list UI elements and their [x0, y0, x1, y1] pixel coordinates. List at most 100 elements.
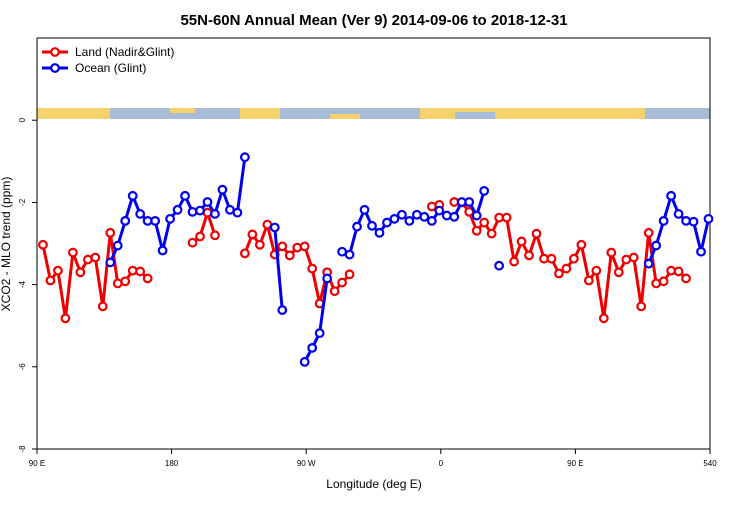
marker: [486, 228, 497, 239]
marker: [269, 222, 280, 233]
marker: [195, 205, 205, 216]
marker: [292, 242, 303, 253]
marker: [643, 258, 654, 269]
y-tick-label: -4: [18, 280, 27, 288]
legend-label: Land (Nadir&Glint): [75, 45, 174, 59]
marker: [471, 225, 482, 236]
marker: [135, 266, 146, 277]
marker: [419, 211, 430, 222]
marker: [97, 301, 108, 312]
marker: [628, 252, 639, 263]
legend-label: Ocean (Glint): [75, 61, 146, 75]
marker: [524, 250, 534, 261]
marker: [673, 266, 684, 277]
map-strip: [37, 108, 710, 119]
marker: [374, 227, 385, 238]
land-band: [170, 108, 195, 113]
marker: [307, 263, 318, 274]
marker: [135, 209, 146, 219]
marker: [150, 215, 161, 226]
marker: [307, 342, 318, 353]
ocean-band: [110, 108, 240, 119]
marker: [75, 267, 86, 278]
marker: [142, 273, 153, 284]
x-tick-label: 90 E: [29, 459, 45, 468]
marker: [299, 356, 310, 367]
marker: [329, 286, 340, 297]
y-tick-label: -6: [18, 363, 27, 371]
plot-frame: [36, 37, 711, 450]
marker: [322, 273, 333, 284]
marker: [591, 265, 602, 276]
marker: [38, 239, 48, 250]
marker: [546, 253, 557, 264]
y-tick-label: 0: [18, 117, 27, 122]
chart-title: 55N-60N Annual Mean (Ver 9) 2014-09-06 t…: [180, 12, 567, 29]
line: [273, 227, 284, 311]
marker: [254, 239, 265, 250]
marker: [90, 252, 101, 263]
ocean-band: [645, 108, 710, 119]
marker: [180, 190, 190, 201]
line: [303, 278, 329, 363]
marker: [509, 256, 519, 267]
marker: [696, 246, 706, 257]
marker: [441, 210, 452, 221]
marker: [681, 273, 691, 284]
marker: [247, 229, 258, 240]
marker: [45, 275, 56, 286]
y-tick-label: -8: [18, 445, 27, 453]
marker: [576, 239, 587, 250]
marker: [195, 231, 205, 242]
marker: [105, 227, 116, 238]
marker: [314, 328, 325, 338]
marker: [60, 313, 71, 324]
marker: [464, 197, 475, 207]
marker: [157, 245, 168, 256]
marker: [606, 247, 617, 258]
marker: [120, 215, 131, 226]
marker: [359, 204, 370, 215]
marker: [583, 275, 594, 286]
marker: [202, 197, 213, 207]
legend-marker: [50, 63, 60, 73]
series: [38, 197, 691, 324]
marker: [232, 207, 243, 218]
marker: [53, 265, 63, 276]
x-tick-label: 90 W: [297, 459, 316, 468]
marker: [479, 217, 490, 228]
marker: [598, 313, 609, 324]
marker: [165, 213, 176, 224]
marker: [703, 213, 714, 224]
marker: [239, 152, 250, 163]
y-axis-label: XCO2 - MLO trend (ppm): [0, 177, 13, 312]
legend-marker: [50, 47, 60, 57]
marker: [277, 241, 288, 252]
marker: [636, 301, 647, 312]
marker: [479, 185, 490, 196]
x-axis-label: Longitude (deg E): [326, 477, 421, 491]
marker: [127, 190, 138, 201]
x-tick-label: 180: [165, 459, 179, 468]
series: [105, 152, 714, 367]
marker: [67, 247, 78, 258]
marker: [651, 240, 662, 251]
marker: [112, 240, 123, 251]
marker: [471, 210, 482, 221]
y-tick-label: -2: [18, 198, 27, 206]
marker: [561, 263, 572, 274]
marker: [284, 250, 295, 261]
marker: [688, 216, 699, 227]
marker: [658, 215, 669, 226]
marker: [569, 253, 579, 264]
marker: [337, 277, 347, 288]
marker: [389, 213, 400, 224]
marker: [501, 212, 512, 223]
marker: [172, 204, 183, 215]
marker: [426, 215, 437, 226]
marker: [187, 237, 198, 248]
marker: [673, 209, 684, 219]
x-tick-label: 540: [703, 459, 717, 468]
marker: [397, 209, 407, 220]
